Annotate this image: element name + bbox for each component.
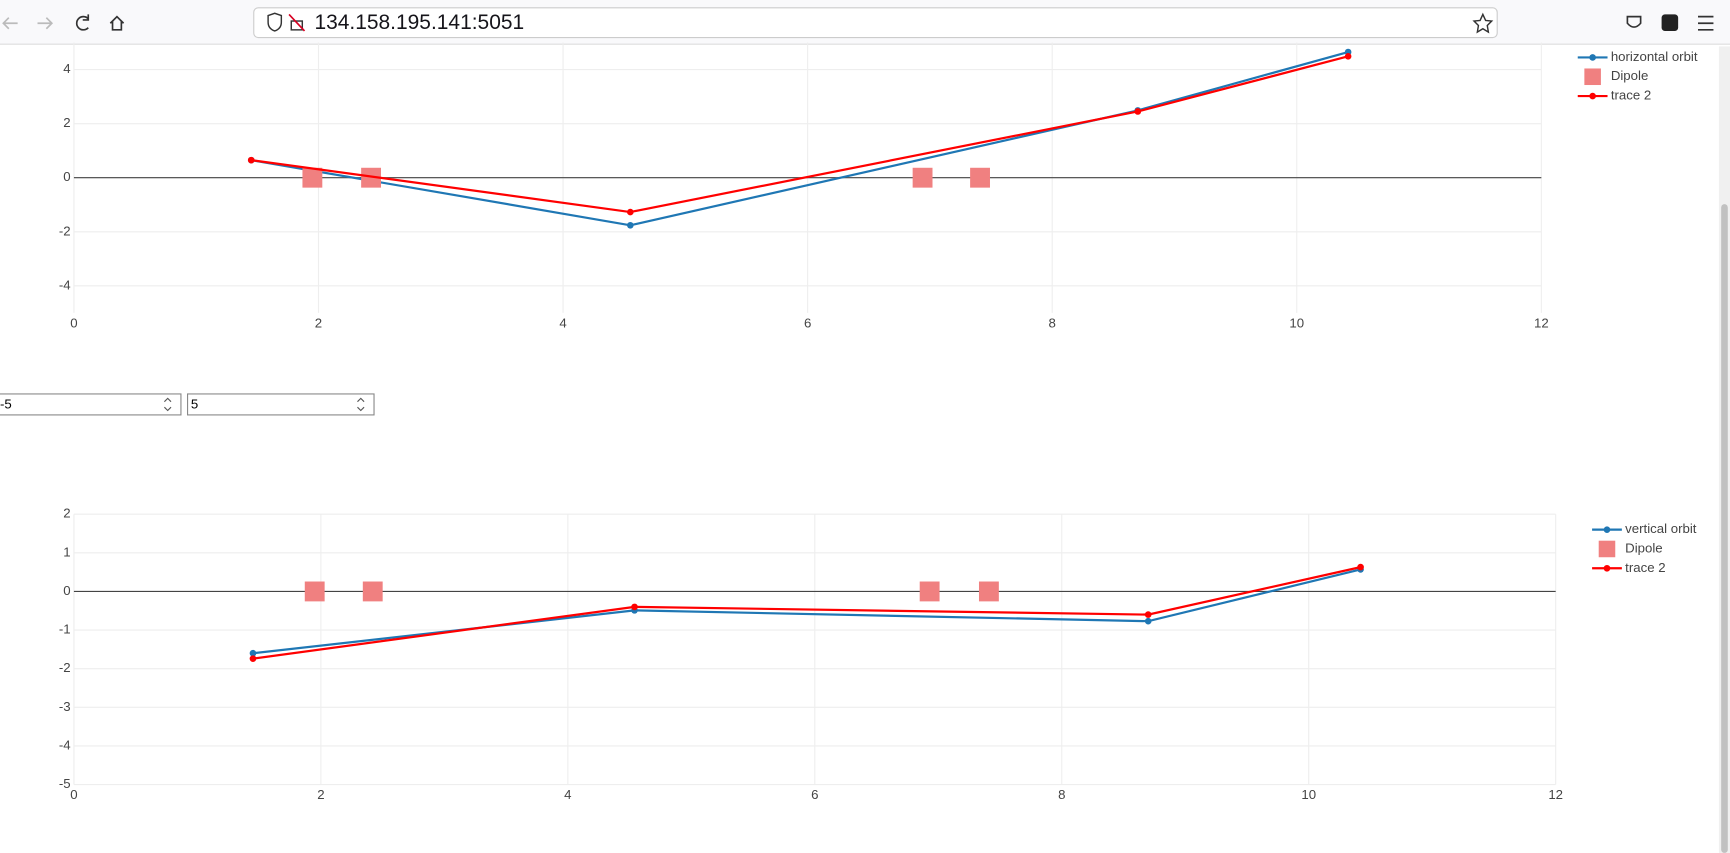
y-tick-label: -1 — [59, 622, 71, 637]
y-tick-label: -4 — [59, 737, 71, 752]
dipole-marker — [970, 167, 990, 188]
point — [627, 208, 634, 216]
extension-icon[interactable] — [1661, 14, 1679, 31]
y-tick-label: 0 — [63, 583, 70, 598]
legend-swatch — [1589, 54, 1596, 61]
legend-swatch — [1603, 526, 1611, 533]
point — [1357, 563, 1364, 571]
spinner[interactable] — [357, 397, 365, 412]
y-tick-label: -3 — [59, 699, 71, 714]
x-tick-label: 10 — [1301, 787, 1316, 802]
legend-swatch — [1589, 92, 1596, 100]
url-text: 134.158.195.141:5051 — [314, 11, 524, 34]
x-tick-label: 0 — [70, 787, 77, 802]
scrollbar-thumb[interactable] — [1721, 204, 1728, 853]
y-tick-label: -2 — [59, 660, 71, 675]
point — [249, 649, 257, 657]
dipole-marker — [978, 581, 999, 602]
point — [1144, 617, 1152, 625]
lock-slash — [288, 13, 306, 32]
x-tick-label: 4 — [559, 315, 566, 330]
x-tick-label: 6 — [811, 787, 818, 802]
series-line — [251, 55, 1349, 214]
legend-label: trace 2 — [1611, 88, 1651, 103]
y-tick-label: 2 — [63, 115, 70, 130]
dipole-marker — [912, 167, 933, 188]
point — [1134, 108, 1142, 115]
dipole-marker — [361, 167, 382, 188]
reload-button[interactable] — [75, 14, 90, 31]
back-button[interactable] — [2, 17, 18, 30]
legend-label: trace 2 — [1625, 560, 1665, 575]
legend-swatch — [1603, 564, 1611, 572]
series-line — [252, 568, 1361, 655]
pocket-icon[interactable] — [1626, 15, 1642, 28]
input-value: 5 — [191, 396, 198, 411]
input-value: -5 — [0, 396, 12, 411]
number-input[interactable] — [0, 393, 182, 416]
forward-button[interactable] — [37, 17, 54, 30]
legend-swatch — [1598, 540, 1616, 558]
point — [1344, 53, 1352, 60]
point — [631, 603, 638, 611]
series-line — [252, 566, 1361, 660]
x-tick-label: 2 — [317, 787, 324, 802]
home-button[interactable] — [109, 15, 125, 31]
dipole-marker — [304, 581, 325, 602]
x-tick-label: 4 — [564, 787, 571, 802]
x-tick-label: 12 — [1534, 315, 1549, 330]
shield-icon — [267, 12, 283, 32]
spinner[interactable] — [164, 397, 172, 412]
x-tick-label: 8 — [1049, 315, 1056, 330]
url-bar[interactable] — [253, 7, 1498, 39]
x-tick-label: 2 — [315, 315, 322, 330]
legend-label: Dipole — [1625, 540, 1662, 555]
y-tick-label: 4 — [63, 61, 70, 76]
x-tick-label: 8 — [1058, 787, 1065, 802]
y-tick-label: -2 — [59, 223, 71, 238]
point — [247, 156, 255, 164]
x-tick-label: 10 — [1289, 315, 1304, 330]
lock-icon — [290, 20, 304, 31]
y-tick-label: 0 — [63, 169, 70, 184]
x-tick-label: 12 — [1548, 787, 1563, 802]
series-line — [251, 50, 1349, 227]
menu-button[interactable] — [1698, 15, 1714, 31]
legend-label: horizontal orbit — [1611, 49, 1698, 64]
dipole-marker — [362, 581, 383, 602]
legend-swatch — [1584, 68, 1601, 86]
y-tick-label: -4 — [59, 277, 71, 292]
legend-label: Dipole — [1611, 68, 1648, 83]
x-tick-label: 6 — [804, 315, 811, 330]
dipole-marker — [919, 581, 940, 602]
legend-label: vertical orbit — [1625, 521, 1697, 536]
y-tick-label: 1 — [63, 544, 70, 559]
chart: 0 2 4 6 8 10 12 -4 -2 0 2 4 horizontal orbit Dipole tr… — [59, 42, 1698, 330]
point — [249, 655, 257, 662]
y-tick-label: -5 — [59, 776, 71, 791]
bookmark-star[interactable] — [1472, 12, 1494, 34]
x-tick-label: 0 — [70, 315, 77, 330]
point — [627, 221, 634, 229]
y-tick-label: 2 — [63, 506, 70, 521]
point — [1144, 611, 1152, 618]
dipole-marker — [302, 167, 323, 188]
number-input[interactable] — [187, 393, 375, 416]
